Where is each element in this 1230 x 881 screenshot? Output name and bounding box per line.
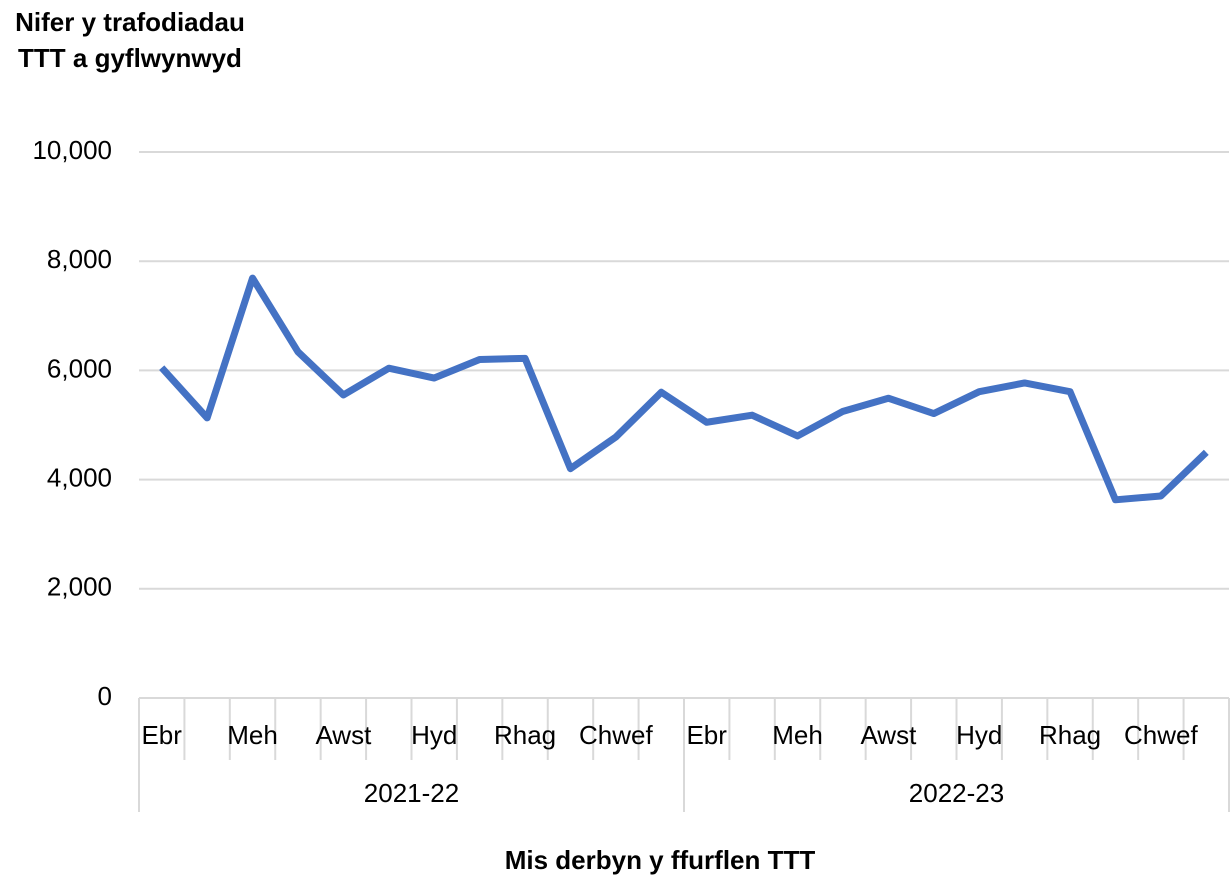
x-tick-label: Hyd [411,720,457,750]
y-tick-label: 0 [98,681,112,711]
x-group-label: 2021-22 [364,778,459,808]
x-tick-label: Meh [227,720,278,750]
y-tick-label: 4,000 [47,462,112,492]
x-axis-title: Mis derbyn y ffurflen TTT [505,845,816,875]
x-tick-label: Chwef [579,720,653,750]
y-tick-label: 10,000 [32,135,112,165]
y-tick-label: 8,000 [47,244,112,274]
y-axis-title: Nifer y trafodiadau TTT a gyflwynwyd [15,7,245,73]
x-tick-label: Chwef [1124,720,1198,750]
x-tick-label: Meh [772,720,823,750]
x-group-label: 2022-23 [909,778,1004,808]
x-tick-label: Rhag [494,720,556,750]
x-tick-label: Hyd [956,720,1002,750]
x-tick-label: Awst [315,720,372,750]
x-tick-label: Awst [860,720,917,750]
x-tick-label: Ebr [141,720,182,750]
x-tick-label: Rhag [1039,720,1101,750]
x-tick-label: Ebr [686,720,727,750]
y-tick-label: 2,000 [47,572,112,602]
data-line [159,274,1209,504]
y-tick-label: 6,000 [47,353,112,383]
